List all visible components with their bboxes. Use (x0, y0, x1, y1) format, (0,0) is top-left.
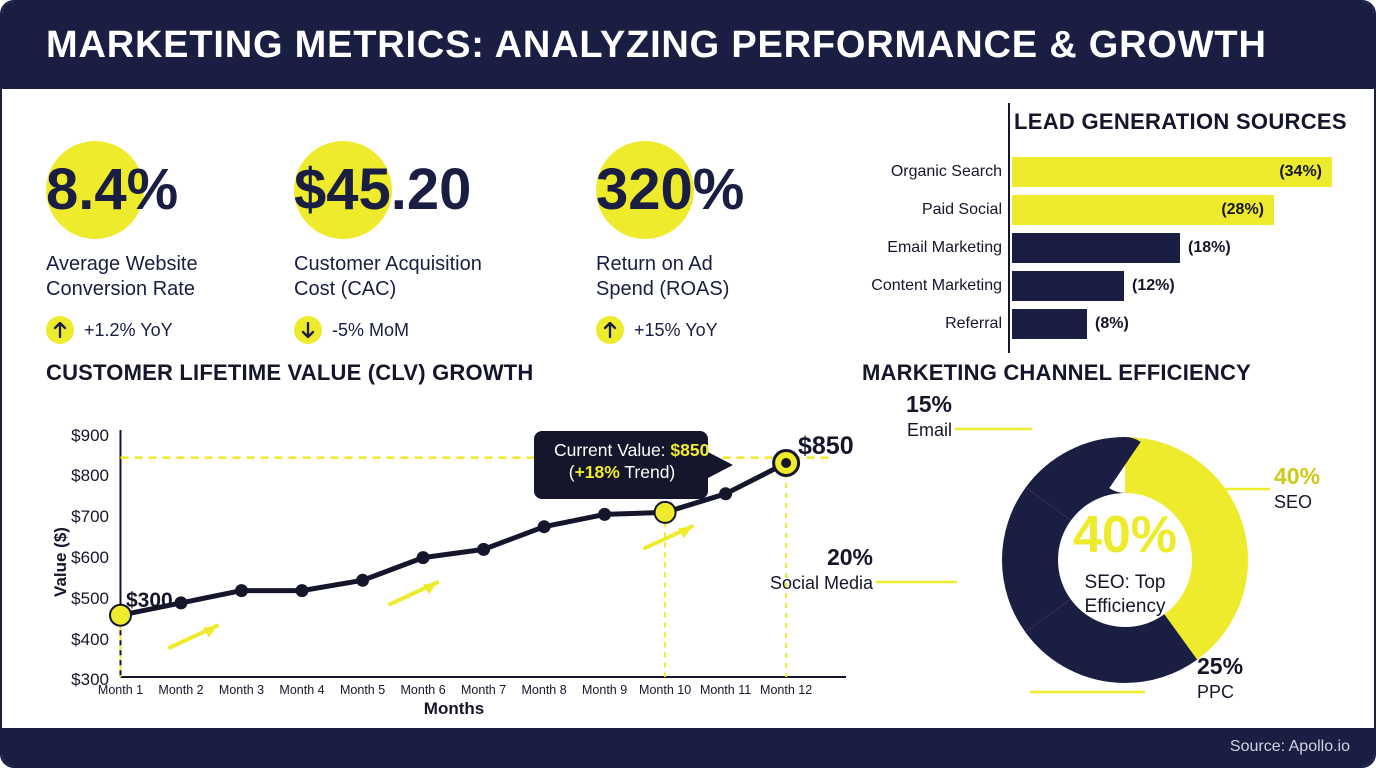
svg-text:Months: Months (424, 699, 484, 718)
svg-text:$900: $900 (71, 426, 109, 445)
svg-text:40%: 40% (1274, 463, 1320, 489)
svg-text:Current Value: $850: Current Value: $850 (554, 440, 710, 460)
svg-text:Month 1: Month 1 (98, 683, 143, 697)
svg-text:$700: $700 (71, 507, 109, 526)
svg-text:Month 9: Month 9 (582, 683, 627, 697)
svg-text:Social Media: Social Media (770, 573, 874, 593)
svg-text:$600: $600 (71, 548, 109, 567)
svg-text:20%: 20% (827, 544, 873, 570)
svg-text:25%: 25% (1197, 653, 1243, 679)
svg-text:(+18% Trend): (+18% Trend) (569, 462, 676, 482)
svg-text:SEO: Top: SEO: Top (1085, 572, 1166, 593)
svg-text:Month 11: Month 11 (700, 683, 751, 697)
svg-text:SEO: SEO (1274, 492, 1312, 512)
svg-text:Month 8: Month 8 (522, 683, 567, 697)
svg-text:$400: $400 (71, 630, 109, 649)
svg-text:Month 4: Month 4 (279, 683, 324, 697)
svg-text:$500: $500 (71, 589, 109, 608)
svg-text:Month 12: Month 12 (760, 683, 812, 697)
svg-text:Month 3: Month 3 (219, 683, 264, 697)
svg-text:Value ($): Value ($) (51, 527, 70, 597)
svg-text:$800: $800 (71, 466, 109, 485)
svg-text:Month 7: Month 7 (461, 683, 506, 697)
svg-text:Month 6: Month 6 (401, 683, 446, 697)
svg-text:$300: $300 (126, 589, 173, 612)
svg-text:Email: Email (907, 420, 952, 440)
svg-text:40%: 40% (1073, 506, 1177, 564)
svg-text:Month 5: Month 5 (340, 683, 385, 697)
svg-text:Efficiency: Efficiency (1085, 596, 1166, 617)
svg-text:Month 10: Month 10 (639, 683, 691, 697)
svg-text:Month 2: Month 2 (158, 683, 203, 697)
svg-text:15%: 15% (906, 391, 952, 417)
svg-text:PPC: PPC (1197, 682, 1234, 702)
